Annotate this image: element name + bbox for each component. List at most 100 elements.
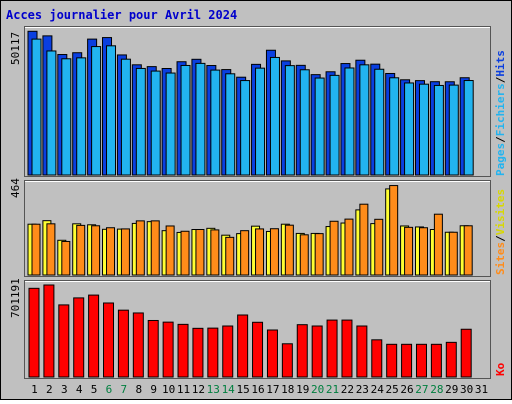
files-bar bbox=[404, 82, 415, 176]
x-axis-day-label: 9 bbox=[150, 383, 157, 396]
x-axis-day-label: 26 bbox=[400, 383, 413, 396]
kbytes-bar bbox=[252, 321, 264, 378]
kbytes-bar bbox=[207, 327, 219, 378]
kbytes-bar bbox=[386, 343, 398, 378]
files-bar bbox=[329, 74, 340, 176]
sites-bar bbox=[135, 220, 145, 276]
kbytes-bar bbox=[460, 328, 472, 378]
x-axis-day-label: 6 bbox=[106, 383, 113, 396]
kbytes-bar bbox=[296, 324, 308, 378]
x-axis-day-label: 21 bbox=[326, 383, 339, 396]
kbytes-bar bbox=[430, 343, 442, 378]
files-bar bbox=[61, 58, 72, 176]
x-axis-day-label: 29 bbox=[445, 383, 458, 396]
sites-bar bbox=[284, 224, 294, 276]
sites-bar bbox=[404, 226, 414, 276]
sites-bar bbox=[255, 228, 265, 276]
sites-bar bbox=[46, 223, 56, 276]
legend-hits: Hits bbox=[494, 50, 507, 77]
x-axis-day-label: 12 bbox=[192, 383, 205, 396]
legend-separator: / bbox=[494, 136, 507, 143]
files-bar bbox=[269, 56, 280, 176]
kbytes-bar bbox=[132, 312, 144, 378]
kbytes-bar bbox=[117, 309, 129, 378]
files-bar bbox=[359, 64, 370, 176]
sites-bar bbox=[106, 227, 116, 276]
files-bar bbox=[418, 83, 429, 176]
kbytes-axis-max-label: 701191 bbox=[9, 278, 22, 318]
sites-bar bbox=[448, 231, 458, 276]
sites-bar bbox=[150, 220, 160, 276]
sites-bar bbox=[180, 230, 190, 276]
kbytes-bar bbox=[311, 325, 323, 378]
files-bar bbox=[195, 62, 206, 176]
x-axis-day-label: 24 bbox=[371, 383, 385, 396]
files-bar bbox=[448, 84, 459, 176]
legend-sites-visits: Sites/Visites bbox=[494, 189, 507, 275]
sites-bar bbox=[210, 229, 220, 276]
sites-bar bbox=[120, 228, 130, 276]
files-bar bbox=[180, 64, 191, 176]
x-axis-day-labels: 1 2 3 4 5 6 7 8 9 10 11 12 13 14 15 16 17 18 19 20 21 22 23 24 2… bbox=[31, 383, 488, 396]
sites-bar bbox=[76, 224, 86, 276]
x-axis-day-label: 13 bbox=[207, 383, 220, 396]
files-bar bbox=[389, 77, 400, 176]
x-axis-day-label: 18 bbox=[281, 383, 294, 396]
visits-axis-max-label: 464 bbox=[9, 178, 22, 198]
kbytes-bar bbox=[326, 319, 338, 378]
legend-separator: / bbox=[494, 235, 507, 242]
kbytes-bar bbox=[103, 302, 115, 378]
sites-bar bbox=[314, 233, 324, 276]
panel-frame-2 bbox=[24, 180, 491, 277]
files-bar bbox=[433, 84, 444, 176]
x-axis-day-label: 5 bbox=[91, 383, 98, 396]
kbytes-bar bbox=[371, 339, 383, 378]
sites-bar bbox=[329, 220, 339, 276]
files-bar bbox=[150, 70, 161, 176]
x-axis-day-label: 23 bbox=[356, 383, 369, 396]
kbytes-bar bbox=[356, 325, 368, 378]
x-axis-day-label: 14 bbox=[222, 383, 236, 396]
sites-bar bbox=[165, 225, 175, 276]
files-bar bbox=[314, 77, 325, 176]
files-bar bbox=[76, 57, 87, 176]
x-axis-day-label: 27 bbox=[415, 383, 428, 396]
files-bar bbox=[299, 69, 310, 176]
files-bar bbox=[135, 67, 146, 176]
x-axis-day-label: 15 bbox=[236, 383, 249, 396]
x-axis-day-label: 2 bbox=[46, 383, 53, 396]
kbytes-bar bbox=[401, 343, 413, 378]
legend-hits-files-pages: Pages/Fichiers/Hits bbox=[494, 50, 507, 176]
x-axis-day-label: 10 bbox=[162, 383, 175, 396]
legend-separator: / bbox=[494, 76, 507, 83]
sites-bar bbox=[195, 229, 205, 276]
x-axis-day-label: 17 bbox=[266, 383, 279, 396]
legend-pages: Pages bbox=[494, 143, 507, 176]
kbytes-bar bbox=[237, 314, 249, 378]
sites-bar bbox=[374, 218, 384, 276]
x-axis-day-label: 25 bbox=[386, 383, 399, 396]
x-axis-day-label: 3 bbox=[61, 383, 68, 396]
sites-bar bbox=[225, 236, 235, 276]
files-bar bbox=[463, 80, 474, 176]
files-bar bbox=[240, 80, 251, 176]
kbytes-bar bbox=[266, 329, 278, 378]
chart-panels bbox=[24, 26, 491, 379]
legend-sites: Sites bbox=[494, 242, 507, 275]
files-bar bbox=[374, 68, 385, 176]
x-axis-day-label: 30 bbox=[460, 383, 473, 396]
kbytes-bar bbox=[73, 297, 85, 378]
files-bar bbox=[31, 38, 42, 176]
x-axis-day-label: 11 bbox=[177, 383, 190, 396]
sites-bar bbox=[463, 225, 473, 276]
x-axis-day-label: 20 bbox=[311, 383, 324, 396]
sites-bar bbox=[61, 240, 71, 276]
kbytes-bar bbox=[58, 304, 70, 378]
x-axis-day-label: 7 bbox=[121, 383, 128, 396]
kbytes-bar bbox=[43, 284, 55, 378]
sites-bar bbox=[359, 203, 369, 276]
x-axis-day-label: 28 bbox=[430, 383, 443, 396]
sites-bar bbox=[299, 234, 309, 276]
x-axis-day-label: 1 bbox=[31, 383, 38, 396]
